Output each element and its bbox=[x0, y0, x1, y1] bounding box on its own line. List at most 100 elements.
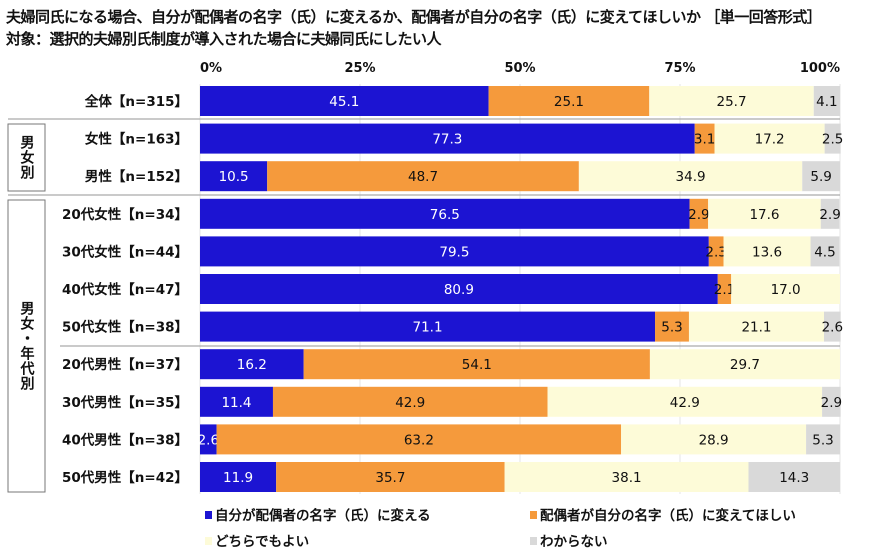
bar-segment bbox=[200, 386, 273, 417]
data-label: 2.9 bbox=[688, 207, 709, 223]
data-label: 42.9 bbox=[395, 395, 425, 411]
category-label: 全体【n=315】 bbox=[84, 93, 188, 110]
legend-swatch bbox=[205, 511, 212, 519]
data-label: 21.1 bbox=[741, 320, 771, 336]
category-label: 20代男性【n=37】 bbox=[62, 356, 188, 373]
data-label: 34.9 bbox=[676, 169, 706, 185]
data-label: 2.1 bbox=[714, 282, 735, 298]
data-label: 2.6 bbox=[822, 320, 843, 336]
bar-segment bbox=[547, 386, 823, 417]
data-label: 28.9 bbox=[699, 432, 729, 448]
data-label: 16.2 bbox=[237, 357, 267, 373]
legend-label: 自分が配偶者の名字（氏）に変える bbox=[215, 507, 431, 524]
data-label: 5.9 bbox=[810, 169, 831, 185]
category-label: 30代男性【n=35】 bbox=[62, 394, 188, 411]
group-label: 男女別 bbox=[18, 135, 35, 180]
data-label: 2.9 bbox=[821, 395, 842, 411]
legend-label: どちらでもよい bbox=[215, 534, 309, 550]
bar-segment bbox=[688, 311, 824, 342]
bar-segment bbox=[655, 311, 689, 342]
bar-segment bbox=[200, 198, 690, 229]
legend-swatch bbox=[530, 537, 537, 545]
bar-segment bbox=[276, 462, 505, 492]
data-label: 11.4 bbox=[221, 395, 251, 411]
data-label: 54.1 bbox=[462, 357, 492, 373]
bar-segment bbox=[717, 274, 732, 304]
bar-segment bbox=[689, 198, 709, 229]
bar-segment bbox=[200, 462, 277, 492]
category-label: 30代女性【n=44】 bbox=[62, 243, 188, 260]
group-label-frame bbox=[7, 199, 46, 493]
chart-title: 夫婦同氏になる場合、自分が配偶者の名字（氏）に変えるか、配偶者が自分の名字（氏）… bbox=[6, 8, 822, 26]
bar-segment bbox=[200, 311, 656, 342]
data-label: 4.1 bbox=[816, 94, 837, 110]
data-label: 4.5 bbox=[814, 244, 835, 260]
x-tick-label: 25% bbox=[344, 61, 375, 76]
data-label: 17.0 bbox=[771, 282, 801, 298]
data-label: 5.3 bbox=[661, 320, 682, 336]
bar-segment bbox=[694, 123, 715, 154]
data-label: 77.3 bbox=[432, 132, 462, 148]
group-label-box-gender-age: 男女・年代別 bbox=[8, 200, 45, 492]
bar-segment bbox=[504, 462, 749, 492]
bar-segment bbox=[649, 86, 814, 116]
group-label-frame bbox=[7, 123, 46, 192]
bar-segment bbox=[824, 311, 841, 342]
legend-label: わからない bbox=[540, 534, 608, 550]
bar-segment bbox=[303, 349, 650, 380]
legend-swatch bbox=[205, 537, 212, 545]
data-label: 2.3 bbox=[705, 244, 726, 260]
data-label: 79.5 bbox=[439, 244, 469, 260]
bar-segment bbox=[708, 198, 821, 229]
x-tick-label: 75% bbox=[664, 61, 695, 76]
category-label: 男性【n=152】 bbox=[85, 168, 188, 185]
bar-segment bbox=[806, 424, 840, 455]
bar-segment bbox=[820, 198, 840, 229]
x-tick-label: 100% bbox=[800, 61, 840, 76]
data-label: 11.9 bbox=[223, 470, 253, 486]
category-label: 50代女性【n=38】 bbox=[62, 319, 188, 336]
bar-segment bbox=[802, 161, 840, 192]
bar-segment bbox=[200, 86, 489, 116]
data-label: 13.6 bbox=[752, 244, 782, 260]
bar-segment bbox=[200, 161, 268, 192]
data-label: 29.7 bbox=[730, 357, 760, 373]
category-label: 20代女性【n=34】 bbox=[62, 206, 188, 223]
data-label: 17.2 bbox=[755, 132, 785, 148]
category-label: 女性【n=163】 bbox=[85, 131, 188, 148]
bar-segment bbox=[621, 424, 807, 455]
data-label: 42.9 bbox=[670, 395, 700, 411]
bar-segment bbox=[272, 386, 548, 417]
bar-segment bbox=[216, 424, 622, 455]
bar-segment bbox=[810, 236, 840, 267]
legend-label: 配偶者が自分の名字（氏）に変えてほしい bbox=[540, 507, 796, 524]
data-label: 76.5 bbox=[430, 207, 460, 223]
data-label: 10.5 bbox=[219, 169, 249, 185]
data-label: 25.1 bbox=[554, 94, 584, 110]
bar-segment bbox=[748, 462, 840, 492]
data-label: 71.1 bbox=[412, 320, 442, 336]
data-label: 2.6 bbox=[198, 432, 219, 448]
data-label: 2.9 bbox=[819, 207, 840, 223]
legend-swatch bbox=[530, 511, 537, 519]
data-label: 14.3 bbox=[779, 470, 809, 486]
data-label: 25.7 bbox=[716, 94, 746, 110]
category-label: 40代男性【n=38】 bbox=[62, 431, 188, 448]
category-label: 50代男性【n=42】 bbox=[62, 469, 188, 486]
x-tick-label: 50% bbox=[504, 61, 535, 76]
data-label: 80.9 bbox=[444, 282, 474, 298]
data-label: 63.2 bbox=[404, 432, 434, 448]
data-label: 45.1 bbox=[329, 94, 359, 110]
bar-segment bbox=[708, 236, 724, 267]
group-label-box-gender: 男女別 bbox=[8, 124, 45, 191]
bar-segment bbox=[824, 123, 841, 154]
data-label: 3.1 bbox=[694, 132, 715, 148]
bar-segment bbox=[578, 161, 803, 192]
bar-segment bbox=[649, 349, 840, 380]
bar-segment bbox=[200, 349, 304, 380]
data-label: 35.7 bbox=[375, 470, 405, 486]
bar-segment bbox=[200, 424, 217, 455]
bar-segment bbox=[714, 123, 825, 154]
data-label: 38.1 bbox=[612, 470, 642, 486]
